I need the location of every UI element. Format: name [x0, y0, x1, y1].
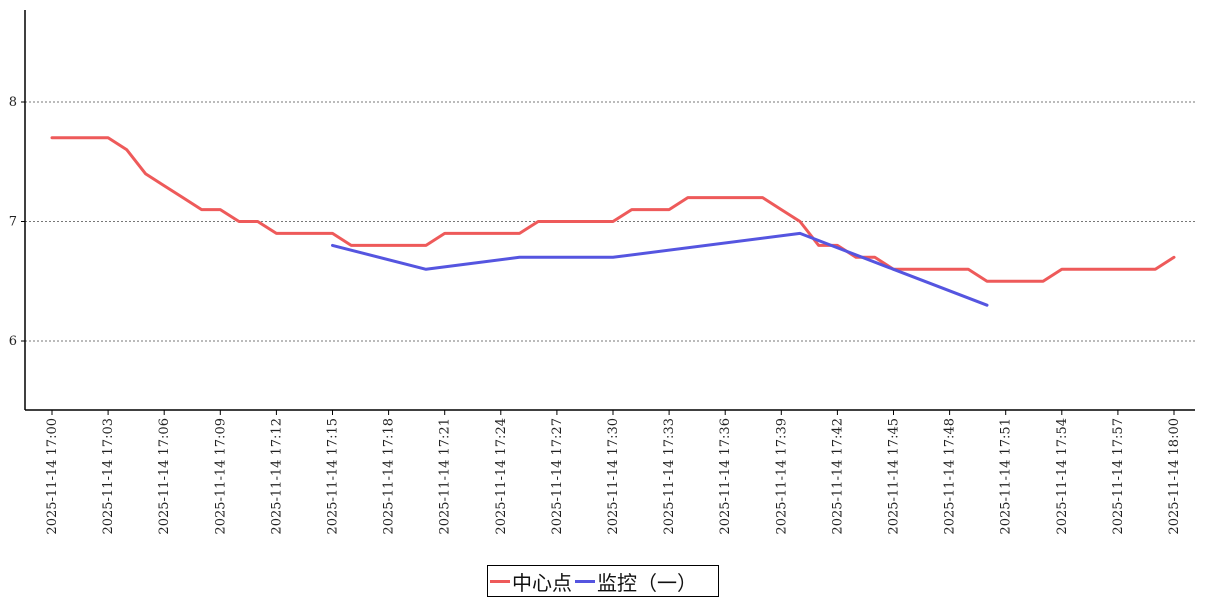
x-tick-label-7: 2025-11-14 17:21: [438, 418, 453, 535]
x-tick-label-9: 2025-11-14 17:27: [550, 418, 565, 535]
x-tick-label-17: 2025-11-14 17:51: [999, 418, 1014, 535]
y-axis-ticks: 6 7 8: [9, 95, 25, 349]
y-tick-label-8: 8: [9, 95, 17, 110]
x-tick-label-1: 2025-11-14 17:03: [101, 418, 116, 535]
x-tick-label-13: 2025-11-14 17:39: [774, 418, 789, 535]
series-line-2: [331, 231, 989, 307]
y-tick-label-7: 7: [9, 215, 17, 230]
x-axis-ticks: 2025-11-14 17:00 2025-11-14 17:03 2025-11-…: [45, 410, 1182, 535]
series-lines: [50, 136, 1176, 307]
x-tick-label-0: 2025-11-14 17:00: [45, 418, 60, 535]
x-tick-label-11: 2025-11-14 17:33: [662, 418, 677, 535]
x-tick-label-8: 2025-11-14 17:24: [494, 418, 509, 535]
legend-swatch-series-1: [490, 579, 510, 583]
x-tick-label-6: 2025-11-14 17:18: [382, 418, 397, 535]
x-tick-label-12: 2025-11-14 17:36: [718, 418, 733, 535]
x-tick-label-14: 2025-11-14 17:42: [830, 418, 845, 535]
series-line-1: [50, 136, 1176, 283]
legend-swatch-series-2: [575, 579, 595, 583]
legend-item-series-2[interactable]: 监控（一）: [575, 567, 697, 596]
x-tick-label-19: 2025-11-14 17:57: [1111, 418, 1126, 535]
legend-item-series-1[interactable]: 中心点: [490, 567, 572, 596]
x-tick-label-18: 2025-11-14 17:54: [1055, 418, 1070, 535]
x-tick-label-20: 2025-11-14 18:00: [1167, 418, 1182, 535]
x-tick-label-16: 2025-11-14 17:48: [943, 418, 958, 535]
x-tick-label-3: 2025-11-14 17:09: [213, 418, 228, 535]
x-tick-label-4: 2025-11-14 17:12: [269, 418, 284, 535]
y-tick-label-6: 6: [9, 334, 17, 349]
x-tick-label-10: 2025-11-14 17:30: [606, 418, 621, 535]
x-tick-label-5: 2025-11-14 17:15: [326, 418, 341, 535]
x-tick-label-15: 2025-11-14 17:45: [887, 418, 902, 535]
legend-label-series-2: 监控（一）: [597, 570, 697, 595]
legend-label-series-1: 中心点: [512, 570, 572, 595]
legend: 中心点 监控（一）: [487, 565, 719, 597]
x-tick-label-2: 2025-11-14 17:06: [157, 418, 172, 535]
